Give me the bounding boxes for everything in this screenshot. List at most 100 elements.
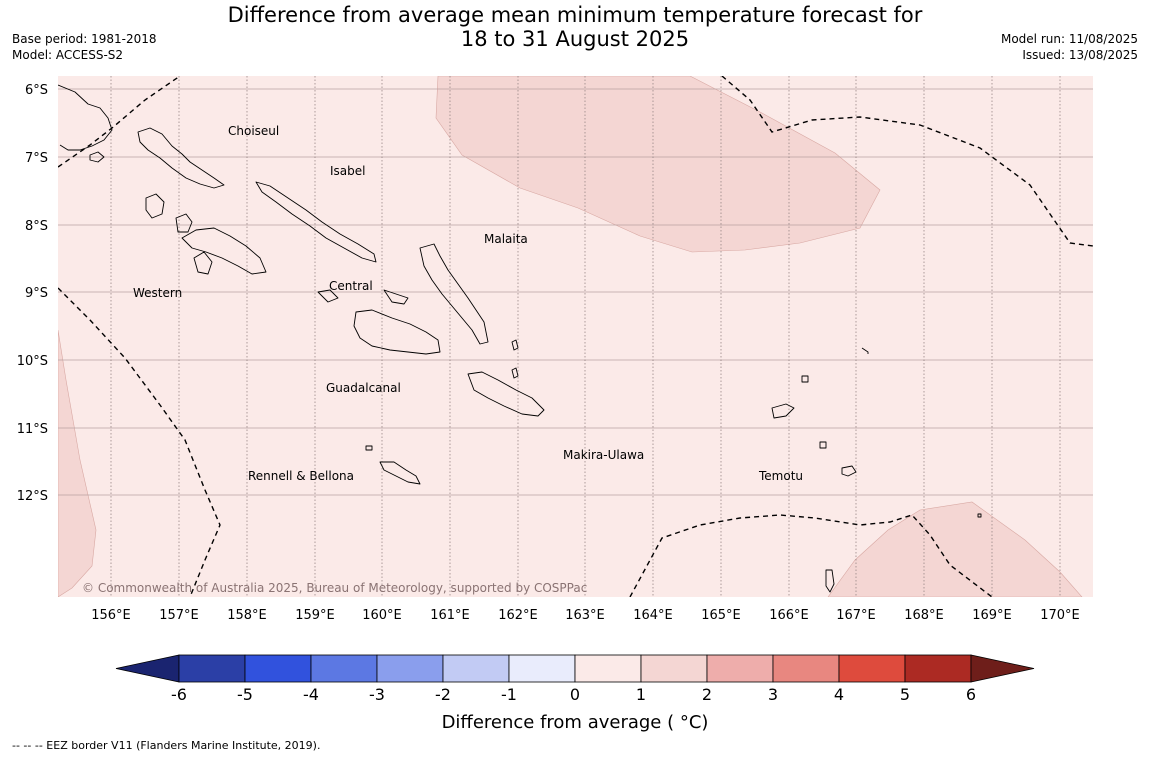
island-choiseul bbox=[137, 127, 225, 189]
longitude-gridlines bbox=[110, 76, 1061, 597]
eez-credit: -- -- -- EEZ border V11 (Flanders Marine… bbox=[12, 739, 321, 752]
island-bellona bbox=[365, 445, 373, 451]
lon-label: 169°E bbox=[972, 608, 1012, 623]
colorbar bbox=[115, 654, 1035, 683]
meta-right: Model run: 11/08/2025 Issued: 13/08/2025 bbox=[1001, 31, 1138, 63]
colorbar-bin bbox=[244, 654, 312, 683]
island-new-georgia bbox=[181, 227, 267, 275]
label-malaita: Malaita bbox=[484, 232, 528, 246]
island-vanikoro bbox=[841, 465, 857, 477]
lon-label: 161°E bbox=[430, 608, 470, 623]
island-russell bbox=[383, 289, 409, 305]
island-duff bbox=[861, 347, 869, 354]
colorbar-tick: -6 bbox=[171, 685, 187, 704]
lat-label: 8°S bbox=[25, 219, 48, 234]
island-kolombangara bbox=[175, 213, 193, 233]
island-utupua bbox=[819, 441, 827, 449]
lat-label: 9°S bbox=[25, 286, 48, 301]
colorbar-tick: -1 bbox=[501, 685, 517, 704]
colorbar-tick: -5 bbox=[237, 685, 253, 704]
colorbar-over-triangle bbox=[970, 654, 1035, 683]
lon-label: 157°E bbox=[159, 608, 199, 623]
lon-label: 159°E bbox=[295, 608, 335, 623]
lon-label: 168°E bbox=[904, 608, 944, 623]
label-choiseul: Choiseul bbox=[228, 124, 279, 138]
island-florida bbox=[317, 289, 339, 303]
colorbar-bin bbox=[904, 654, 972, 683]
island-tikopia bbox=[825, 569, 835, 593]
colorbar-bin bbox=[310, 654, 378, 683]
lat-label: 10°S bbox=[17, 354, 48, 369]
colorbar-tick: -2 bbox=[435, 685, 451, 704]
lon-label: 164°E bbox=[633, 608, 673, 623]
model-name: Model: ACCESS-S2 bbox=[12, 48, 124, 62]
colorbar-bin bbox=[442, 654, 510, 683]
lon-label: 163°E bbox=[565, 608, 605, 623]
meta-left: Base period: 1981-2018 Model: ACCESS-S2 bbox=[12, 31, 157, 63]
island-reef-islands bbox=[801, 375, 809, 383]
lon-label: 158°E bbox=[227, 608, 267, 623]
lat-label: 6°S bbox=[25, 83, 48, 98]
lat-label: 11°S bbox=[17, 422, 48, 437]
model-run: Model run: 11/08/2025 bbox=[1000, 32, 1138, 46]
colorbar-tick: 6 bbox=[966, 685, 976, 704]
eez-borders bbox=[58, 76, 1093, 597]
label-rennell-bellona: Rennell & Bellona bbox=[248, 469, 354, 483]
colorbar-tick: -3 bbox=[369, 685, 385, 704]
title-line-1: Difference from average mean minimum tem… bbox=[227, 3, 923, 27]
label-central: Central bbox=[329, 279, 373, 293]
lat-label: 7°S bbox=[25, 151, 48, 166]
label-makira-ulawa: Makira-Ulawa bbox=[563, 448, 644, 462]
island-rendova bbox=[193, 251, 213, 275]
island-anuta bbox=[977, 513, 982, 518]
island-shortland bbox=[89, 151, 105, 163]
label-western: Western bbox=[133, 286, 182, 300]
issued-date: Issued: 13/08/2025 bbox=[1022, 48, 1138, 62]
base-period: Base period: 1981-2018 bbox=[12, 32, 157, 46]
lon-label: 167°E bbox=[836, 608, 876, 623]
colorbar-tick: 0 bbox=[570, 685, 580, 704]
anomaly-area-north bbox=[435, 76, 881, 253]
colorbar-tick: 5 bbox=[900, 685, 910, 704]
island-small-malaita bbox=[511, 339, 519, 351]
colorbar-bin bbox=[178, 654, 246, 683]
colorbar-tick: -4 bbox=[303, 685, 319, 704]
island-guadalcanal bbox=[353, 309, 441, 355]
label-isabel: Isabel bbox=[330, 164, 365, 178]
colorbar-bin bbox=[376, 654, 444, 683]
lon-label: 162°E bbox=[498, 608, 538, 623]
lon-label: 165°E bbox=[701, 608, 741, 623]
lat-label: 12°S bbox=[17, 489, 48, 504]
island-malaita bbox=[419, 243, 489, 345]
colorbar-tick: 3 bbox=[768, 685, 778, 704]
coastlines bbox=[58, 84, 982, 593]
anomaly-area-southeast bbox=[827, 501, 1083, 597]
island-ulawa bbox=[511, 367, 519, 379]
map-title: Difference from average mean minimum tem… bbox=[180, 3, 970, 51]
island-vella-lavella bbox=[145, 193, 165, 219]
lon-label: 166°E bbox=[769, 608, 809, 623]
colorbar-bin bbox=[772, 654, 840, 683]
anomaly-area-west bbox=[58, 329, 97, 597]
label-temotu: Temotu bbox=[758, 469, 803, 483]
lon-label: 170°E bbox=[1040, 608, 1080, 623]
colorbar-tick: 2 bbox=[702, 685, 712, 704]
island-ndeni bbox=[771, 403, 795, 419]
island-bougainville-edge bbox=[58, 84, 113, 151]
colorbar-bin bbox=[508, 654, 576, 683]
island-santa-isabel bbox=[255, 181, 377, 263]
lon-label: 156°E bbox=[91, 608, 131, 623]
colorbar-bin bbox=[838, 654, 906, 683]
colorbar-tick: 4 bbox=[834, 685, 844, 704]
island-rennell bbox=[379, 461, 421, 485]
island-makira bbox=[467, 371, 545, 417]
lon-label: 160°E bbox=[362, 608, 402, 623]
colorbar-bin bbox=[574, 654, 642, 683]
label-guadalcanal: Guadalcanal bbox=[326, 381, 401, 395]
colorbar-tick: 1 bbox=[636, 685, 646, 704]
title-line-2: 18 to 31 August 2025 bbox=[460, 27, 690, 51]
colorbar-bin bbox=[706, 654, 774, 683]
colorbar-label: Difference from average ( °C) bbox=[442, 712, 709, 733]
copyright-notice: © Commonwealth of Australia 2025, Bureau… bbox=[82, 581, 587, 595]
